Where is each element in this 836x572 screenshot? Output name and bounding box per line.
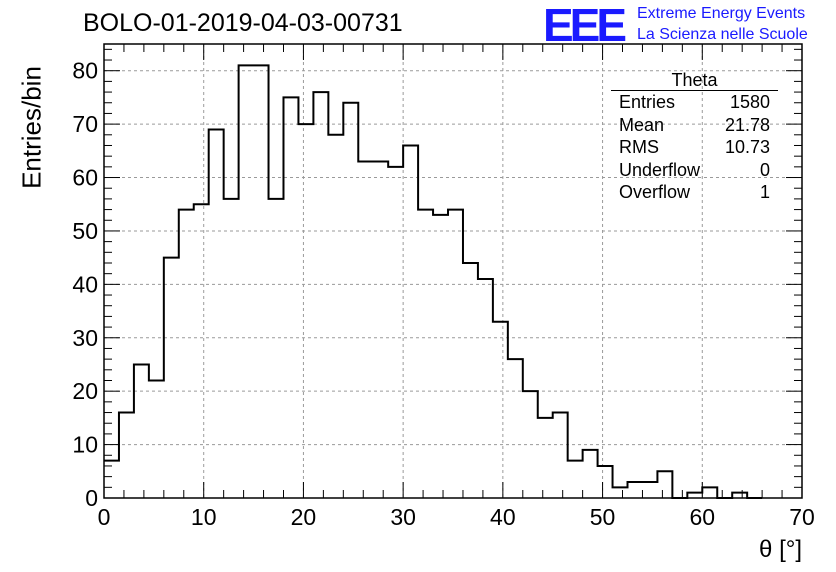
x-tick-label: 40 (490, 504, 516, 530)
y-tick-label: 30 (72, 325, 98, 351)
histogram-bin (149, 380, 164, 498)
histogram-bin (179, 210, 194, 498)
stats-value: 10.73 (724, 137, 770, 157)
histogram-bin (553, 413, 568, 498)
stats-row: Overflow 1 (611, 181, 778, 204)
stats-row: Entries 1580 (611, 91, 778, 114)
histogram-bin (613, 487, 628, 498)
histogram-bin (269, 199, 284, 498)
stats-row: Underflow 0 (611, 159, 778, 182)
histogram-bin (298, 124, 313, 498)
histogram-bin (568, 461, 583, 498)
y-axis-label-wrap: Entries/bin (10, 66, 47, 189)
x-tick-label: 60 (689, 504, 715, 530)
histogram-bin (687, 493, 702, 498)
histogram-bin (239, 65, 254, 498)
y-tick-label: 0 (85, 485, 98, 511)
histogram-bin (224, 199, 239, 498)
stats-value: 21.78 (724, 114, 770, 135)
stats-label: Entries (619, 92, 676, 112)
histogram-bin (358, 162, 373, 498)
x-tick-label: 0 (98, 504, 111, 530)
histogram-bin (209, 129, 224, 498)
histogram-bin (194, 204, 209, 498)
y-tick-label: 50 (72, 218, 98, 244)
histogram-bin (628, 482, 643, 498)
x-tick-label: 20 (291, 504, 317, 530)
x-tick-label: 70 (789, 504, 815, 530)
logo-line-1: Extreme Energy Events (637, 5, 806, 22)
y-tick-label: 80 (72, 58, 98, 84)
stats-row: Mean 21.78 (611, 114, 778, 137)
histogram-bin (523, 391, 538, 498)
stats-label: Underflow (619, 159, 701, 180)
logo-caption: Extreme Energy Events La Scienza nelle S… (637, 3, 808, 45)
histogram-bin (388, 167, 403, 498)
histogram-bin (343, 103, 358, 498)
histogram-bin (119, 413, 134, 498)
logo-line-2: La Scienza nelle Scuole (637, 26, 808, 43)
histogram-bin (642, 482, 657, 498)
histogram-bin (508, 359, 523, 498)
stats-title: Theta (611, 70, 778, 91)
histogram-bin (583, 450, 598, 498)
plot-frame (103, 43, 803, 499)
histogram-bin (313, 92, 328, 498)
y-tick-label: 40 (72, 271, 98, 297)
stats-value: 1 (759, 182, 770, 202)
histogram-bin (493, 322, 508, 498)
histogram-bin (598, 466, 613, 498)
histogram-bin (702, 487, 717, 498)
histogram-bin (657, 471, 672, 498)
histogram-bin (254, 65, 269, 498)
stats-row: RMS 10.73 (611, 136, 778, 159)
histogram-bin (433, 215, 448, 498)
y-tick-label: 10 (72, 432, 98, 458)
x-tick-label: 50 (590, 504, 616, 530)
histogram-bin (164, 258, 179, 498)
histogram-bin (283, 97, 298, 498)
stats-label: RMS (619, 137, 659, 157)
y-tick-label: 70 (72, 111, 98, 137)
stats-value: 0 (759, 159, 770, 180)
histogram-step-line (104, 64, 763, 499)
x-tick-label: 10 (191, 504, 217, 530)
stats-value: 1580 (729, 92, 770, 112)
y-tick-label: 60 (72, 165, 98, 191)
histogram-bin (418, 210, 433, 498)
y-tick-label: 20 (72, 378, 98, 404)
histogram-bin (732, 493, 747, 498)
stats-box: Theta Entries 1580 Mean 21.78 RMS 10.73 Und… (611, 70, 778, 204)
eee-logo: EEE (543, 0, 627, 51)
x-axis-label: θ [°] (759, 536, 802, 563)
histogram-bin (463, 263, 478, 498)
histogram-bin (403, 145, 418, 498)
histogram-bin (538, 418, 553, 498)
histogram-bin (478, 279, 493, 498)
histogram-bin (104, 461, 119, 498)
stats-label: Overflow (619, 182, 691, 202)
histogram-bin (328, 135, 343, 498)
histogram-bin (134, 364, 149, 498)
histogram-bin (448, 210, 463, 498)
histogram-bin (373, 162, 388, 498)
y-axis-label: Entries/bin (16, 66, 47, 189)
x-tick-label: 30 (390, 504, 416, 530)
plot-title: BOLO-01-2019-04-03-00731 (83, 9, 403, 37)
stats-label: Mean (619, 114, 665, 135)
